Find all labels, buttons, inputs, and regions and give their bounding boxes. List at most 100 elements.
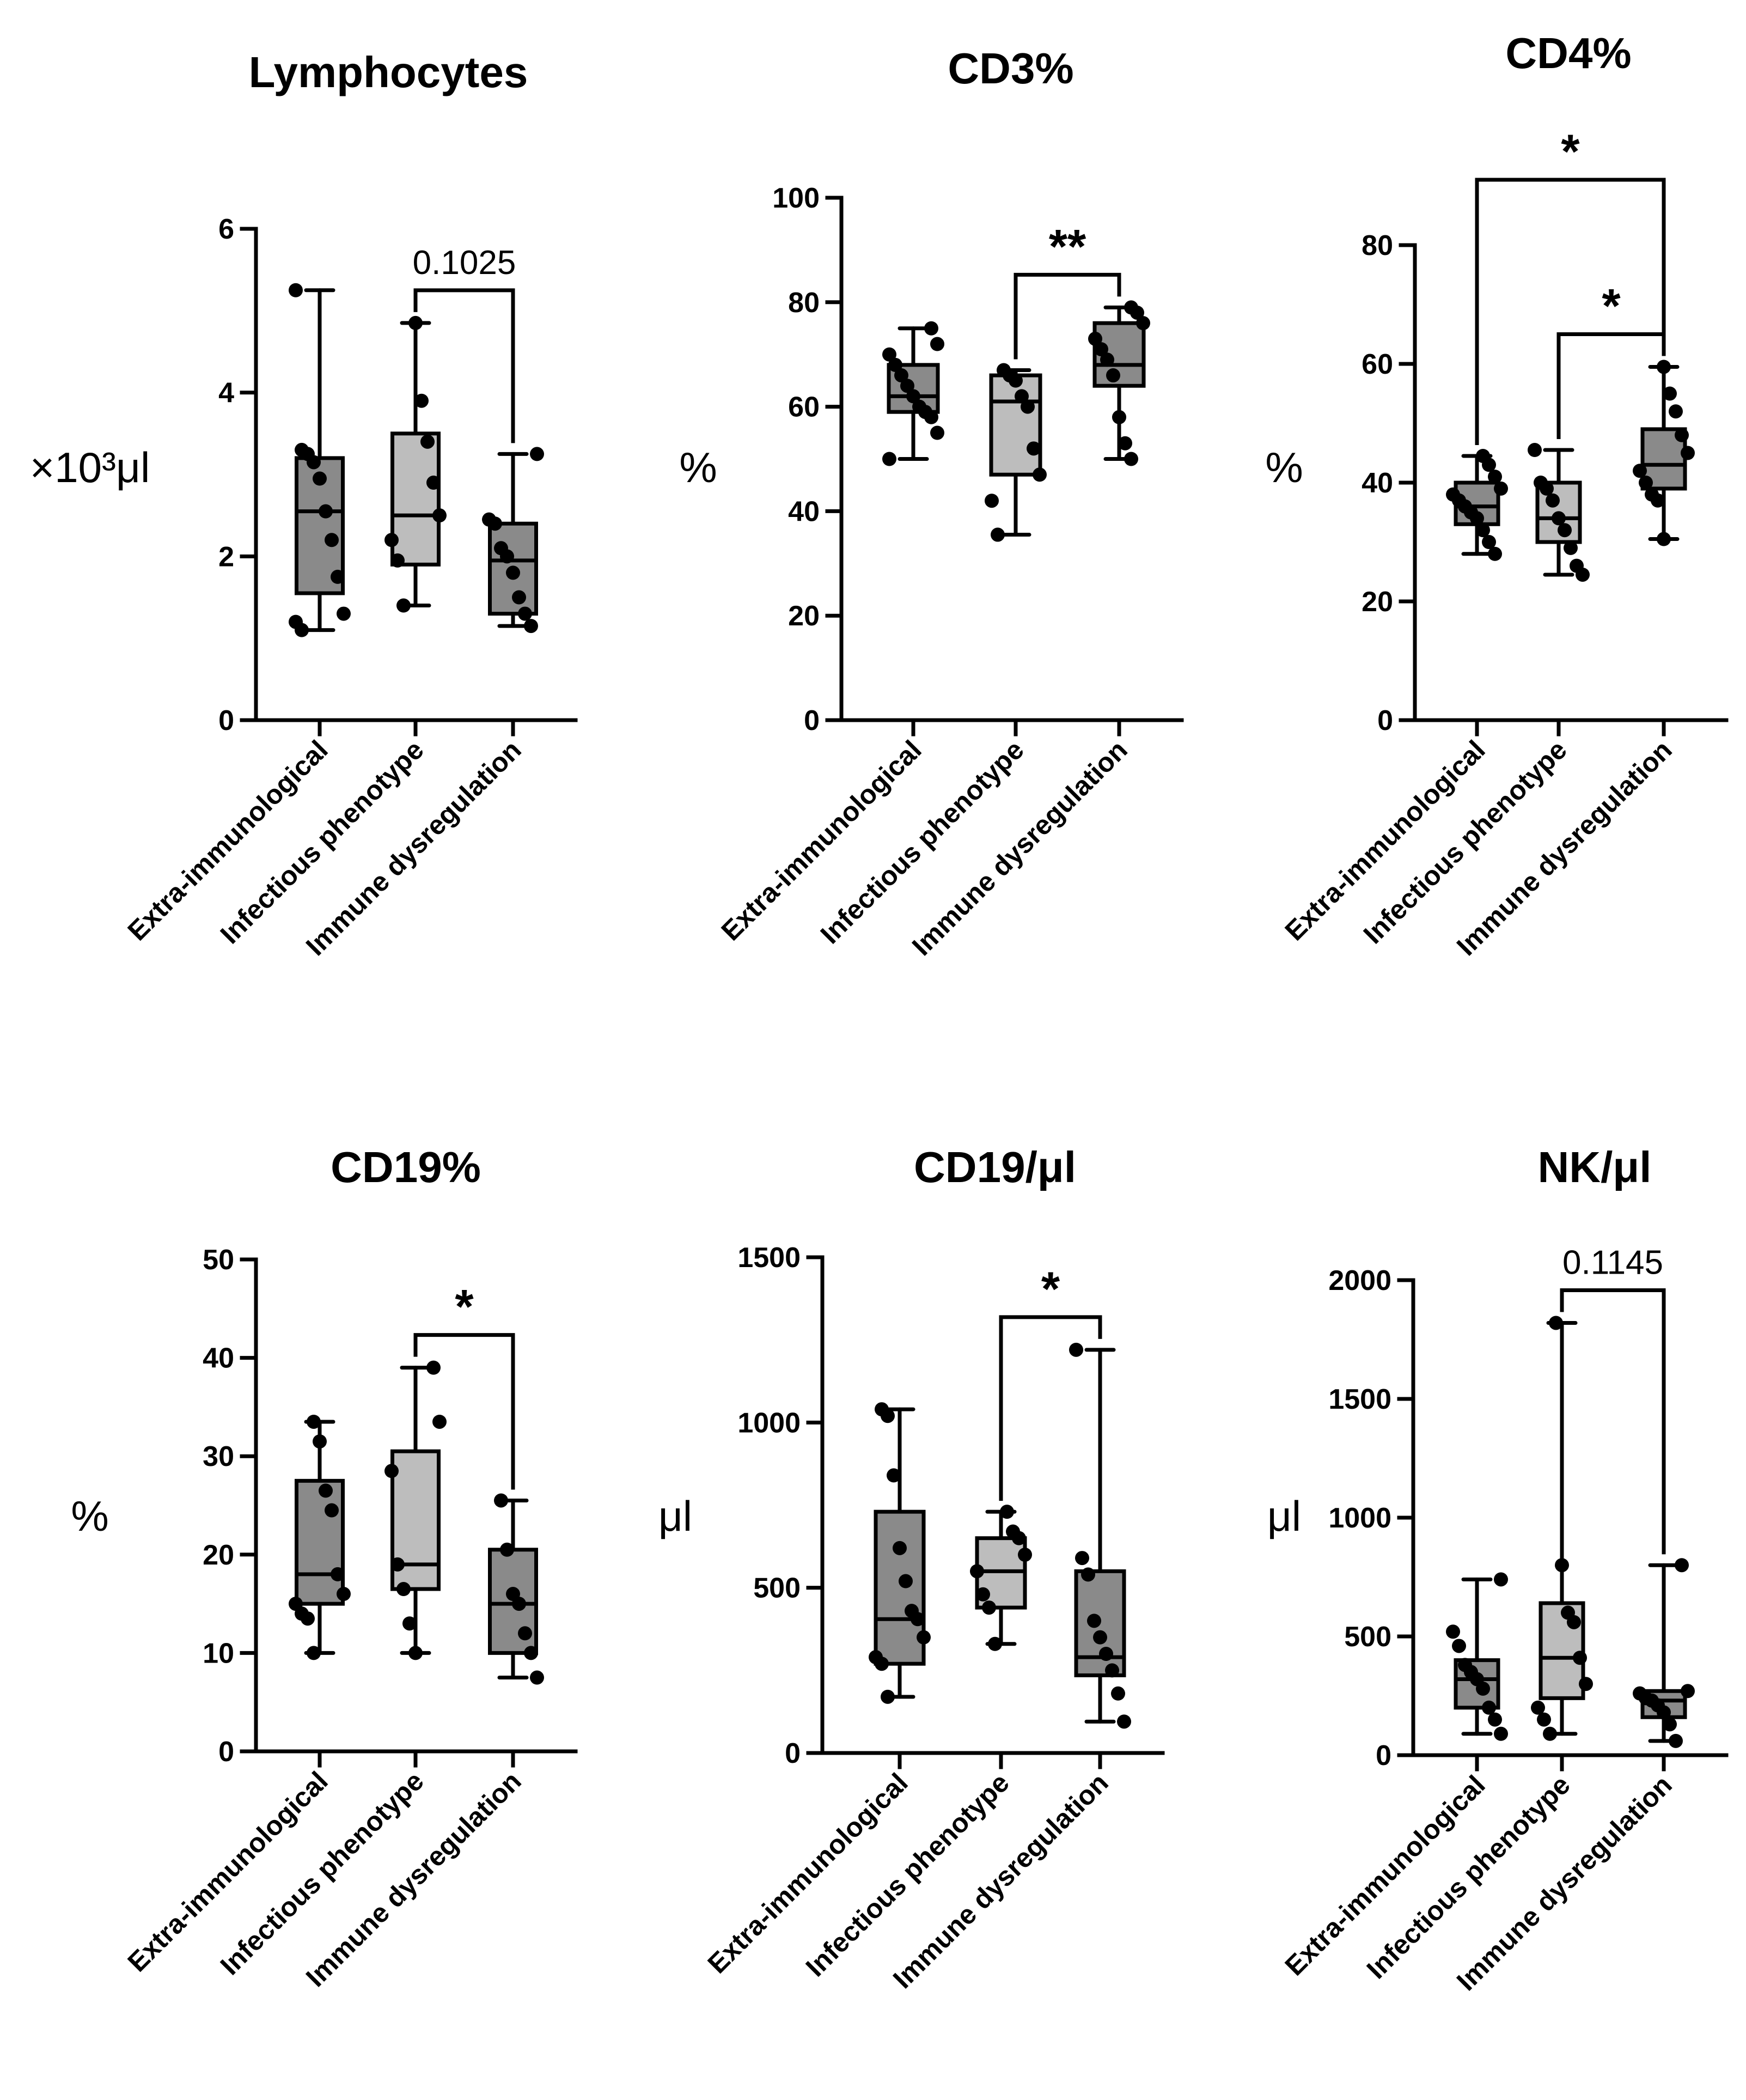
data-point [1087, 1614, 1101, 1628]
box-extra-immunological [1446, 1572, 1508, 1741]
y-tick-label: 0 [218, 705, 234, 736]
category-label: Immune dysregulation [1451, 734, 1678, 961]
data-point [295, 623, 309, 637]
y-tick-label: 40 [203, 1343, 234, 1374]
box-infectious-phenotype [970, 1505, 1032, 1651]
box-extra-immunological [289, 283, 351, 637]
data-point [1012, 1531, 1026, 1545]
data-point [530, 1670, 544, 1685]
data-point [1099, 1647, 1113, 1661]
data-point [900, 379, 914, 393]
data-point [313, 471, 327, 486]
data-point [319, 504, 333, 519]
category-label: Extra-immunological [715, 734, 927, 946]
data-point [524, 1646, 538, 1660]
significance-stars: * [1602, 278, 1621, 332]
chart-title: CD19% [331, 1143, 481, 1191]
y-tick-label: 20 [1362, 586, 1393, 618]
data-point [1633, 464, 1647, 478]
significance-stars: * [1041, 1262, 1060, 1316]
data-point [432, 508, 447, 523]
data-point [930, 425, 944, 440]
y-tick-label: 0 [218, 1736, 234, 1768]
significance-stars: * [455, 1280, 474, 1334]
data-point [930, 337, 944, 351]
chart-panel-cd19-l: CD19/μl μl 0 500 1000 1500 Extra-immunological… [658, 1143, 1165, 1994]
data-point [1476, 1681, 1490, 1696]
chart-panel-cd3: CD3%% 0 20 40 60 80 100 Extra-immunologicalInfe… [679, 44, 1184, 961]
data-point [1531, 1700, 1545, 1715]
data-point [1543, 1726, 1557, 1741]
y-tick-label: 2 [218, 541, 234, 573]
box-body [390, 431, 441, 567]
data-point [1494, 1726, 1508, 1741]
chart-title: NK/μl [1538, 1143, 1652, 1191]
box-infectious-phenotype [1528, 443, 1590, 582]
data-point [906, 389, 920, 404]
box-immune-dysregulation [1088, 300, 1150, 466]
data-point [1452, 1639, 1466, 1653]
data-point [970, 1564, 984, 1579]
data-point [1528, 443, 1542, 458]
significance-bracket [1560, 1288, 1666, 1555]
y-axis-label: μl [1267, 1492, 1301, 1540]
data-point [1549, 1316, 1563, 1330]
data-point [307, 455, 321, 470]
box-extra-immunological [882, 321, 944, 466]
significance-bracket [1014, 272, 1121, 360]
data-point [1657, 532, 1671, 546]
chart-panel-nk-l: NK/μlμl0500100015002000Extra-immunologic… [1267, 1143, 1729, 1996]
p-value-label: 0.1145 [1562, 1244, 1663, 1281]
data-point [1540, 481, 1554, 496]
y-tick-label: 80 [1362, 230, 1393, 261]
data-point [384, 1464, 399, 1478]
significance-bracket [1475, 178, 1666, 445]
data-point [1555, 1558, 1569, 1573]
data-point [1537, 1712, 1551, 1727]
y-tick-label: 100 [772, 182, 820, 214]
data-point [881, 1689, 895, 1704]
data-point [1100, 352, 1114, 367]
data-point [1136, 316, 1150, 331]
y-axis-label: ×10³μl [30, 443, 150, 491]
data-point [530, 447, 544, 461]
data-point [432, 1414, 447, 1429]
data-point [313, 1434, 327, 1449]
data-point [924, 321, 938, 336]
data-point [1094, 342, 1108, 357]
data-point [1639, 476, 1653, 490]
y-axis-label: μl [658, 1492, 692, 1540]
data-point [500, 1542, 514, 1557]
data-point [1124, 452, 1138, 466]
data-point [1488, 1712, 1502, 1727]
box-immune-dysregulation [1069, 1342, 1131, 1729]
y-axis-label: % [679, 443, 717, 491]
data-point [875, 1657, 889, 1671]
box-extra-immunological [869, 1402, 931, 1704]
box-immune-dysregulation [488, 1493, 544, 1685]
y-tick-label: 40 [1362, 467, 1393, 499]
data-point [408, 1646, 423, 1660]
data-point [985, 494, 999, 508]
data-point [1018, 1548, 1032, 1562]
box-infectious-phenotype [384, 315, 447, 613]
data-point [882, 452, 896, 466]
data-point [1573, 1651, 1587, 1665]
chart-panel-lymphocytes: Lymphocytes×10³μl0246Extra-immunological… [30, 48, 578, 961]
data-point [325, 533, 339, 547]
data-point [1111, 1686, 1125, 1701]
y-tick-label: 60 [1362, 349, 1393, 380]
data-point [1093, 1630, 1107, 1645]
data-point [1651, 493, 1665, 508]
data-point [426, 476, 441, 490]
data-point [319, 1483, 333, 1498]
box-extra-immunological [1446, 448, 1508, 561]
box-extra-immunological [289, 1414, 351, 1660]
data-point [888, 357, 902, 372]
y-tick-label: 10 [203, 1638, 234, 1669]
y-tick-label: 40 [788, 496, 820, 527]
data-point [1446, 1624, 1460, 1639]
data-point [518, 606, 532, 621]
y-tick-label: 20 [788, 600, 820, 632]
y-tick-label: 1000 [1328, 1502, 1391, 1534]
